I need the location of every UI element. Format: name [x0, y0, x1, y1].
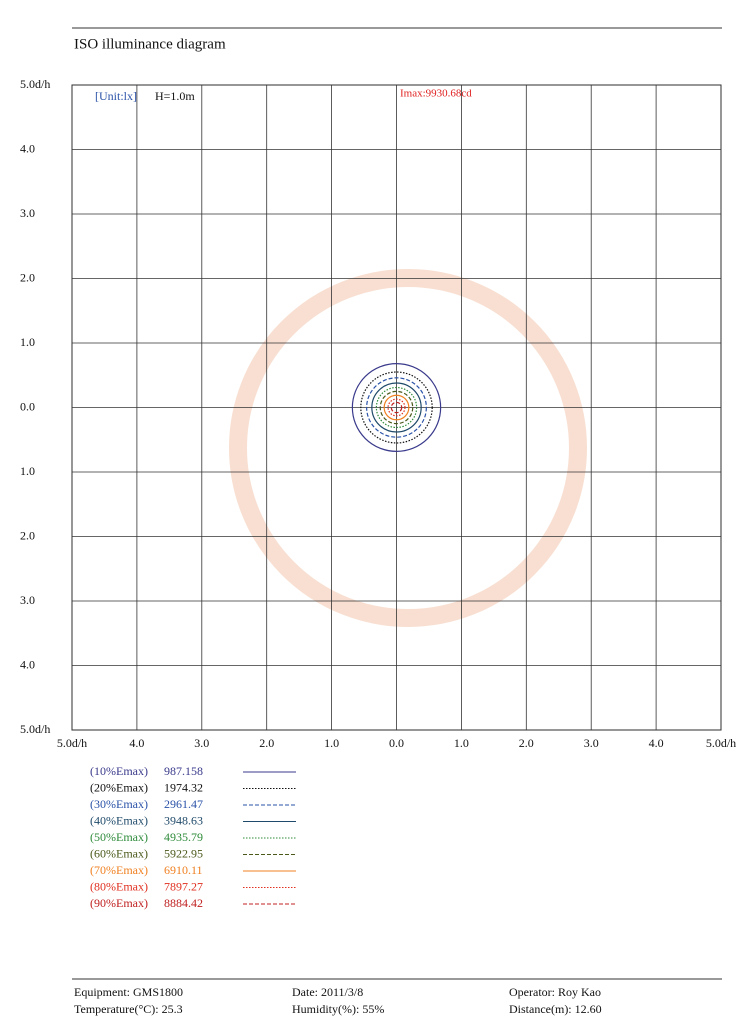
legend-name: (80%Emax) [90, 879, 148, 893]
legend-level: 5922.95 [164, 846, 203, 860]
y-tick-label: 3.0 [20, 206, 35, 220]
chart-title: ISO illuminance diagram [74, 36, 226, 52]
y-tick-label: 0.0 [20, 399, 35, 413]
legend-level: 7897.27 [164, 879, 203, 893]
footer-date: Date: 2011/3/8 [292, 985, 363, 999]
legend-level: 6910.11 [164, 863, 203, 877]
legend-level: 4935.79 [164, 830, 203, 844]
x-tick-label: 2.0 [519, 736, 534, 750]
x-tick-label: 1.0 [454, 736, 469, 750]
legend-name: (40%Emax) [90, 813, 148, 827]
legend-name: (20%Emax) [90, 780, 148, 794]
x-tick-label: 1.0 [324, 736, 339, 750]
contour-line [351, 363, 442, 452]
contour-line [375, 386, 418, 429]
y-tick-label: 4.0 [20, 141, 35, 155]
legend-name: (30%Emax) [90, 797, 148, 811]
legend-level: 987.158 [164, 764, 203, 778]
contour-line [387, 398, 406, 417]
y-tick-label: 5.0d/h [20, 77, 50, 91]
footer-distance: Distance(m): 12.60 [509, 1002, 602, 1016]
footer-temperature: Temperature(°C): 25.3 [74, 1002, 183, 1016]
x-tick-label: 2.0 [259, 736, 274, 750]
x-tick-label: 5.0d/h [706, 736, 736, 750]
watermark [229, 269, 587, 627]
imax-annotation: Imax:9930.68cd [400, 88, 472, 100]
legend-name: (70%Emax) [90, 863, 148, 877]
footer-equipment: Equipment: GMS1800 [74, 985, 183, 999]
y-tick-label: 5.0d/h [20, 722, 50, 736]
legend-level: 3948.63 [164, 813, 203, 827]
y-tick-label: 4.0 [20, 657, 35, 671]
legend-name: (10%Emax) [90, 764, 148, 778]
unit-annotation: [Unit:lx] [95, 89, 137, 103]
contour-line [379, 390, 414, 425]
contour-line [383, 394, 410, 421]
x-tick-label: 4.0 [649, 736, 664, 750]
legend-name: (50%Emax) [90, 830, 148, 844]
contour-line [366, 377, 427, 438]
x-tick-label: 4.0 [129, 736, 144, 750]
x-tick-label: 3.0 [194, 736, 209, 750]
legend-name: (60%Emax) [90, 846, 148, 860]
x-tick-label: 3.0 [584, 736, 599, 750]
legend-level: 1974.32 [164, 780, 203, 794]
legend-name: (90%Emax) [90, 896, 148, 910]
contour-line [360, 371, 433, 444]
footer-humidity: Humidity(%): 55% [292, 1002, 384, 1016]
x-tick-label: 0.0 [389, 736, 404, 750]
y-tick-label: 3.0 [20, 593, 35, 607]
footer-operator: Operator: Roy Kao [509, 985, 601, 999]
legend-level: 2961.47 [164, 797, 203, 811]
legend-level: 8884.42 [164, 896, 203, 910]
y-tick-label: 1.0 [20, 464, 35, 478]
y-tick-label: 2.0 [20, 528, 35, 542]
contour-line [371, 382, 422, 433]
height-annotation: H=1.0m [155, 89, 195, 103]
y-tick-label: 1.0 [20, 335, 35, 349]
x-tick-label: 5.0d/h [57, 736, 87, 750]
contour-line [390, 401, 403, 414]
y-tick-label: 2.0 [20, 270, 35, 284]
